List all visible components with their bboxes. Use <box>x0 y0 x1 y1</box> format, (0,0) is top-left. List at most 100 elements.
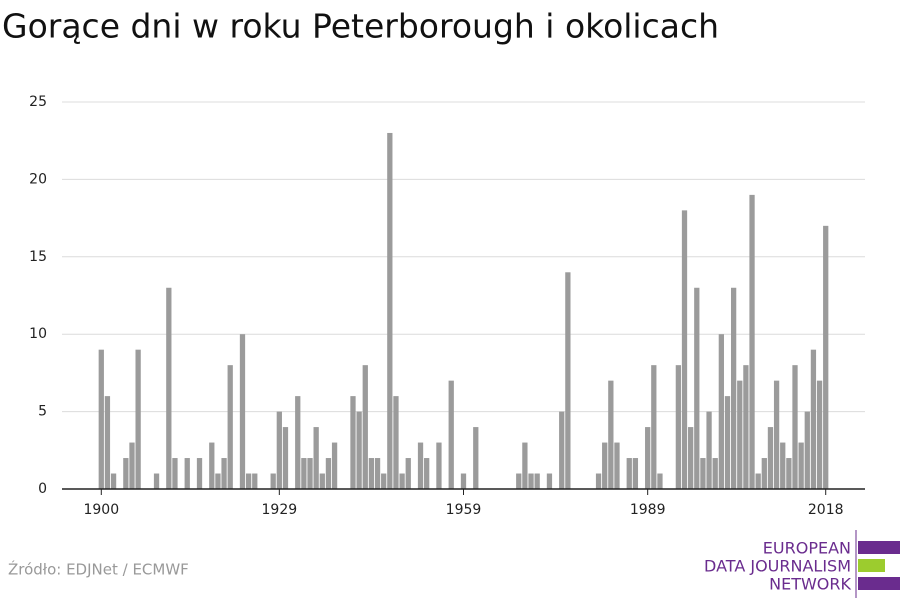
bar <box>694 287 700 489</box>
bar <box>313 427 319 489</box>
bar <box>626 458 632 489</box>
bar <box>773 380 780 489</box>
bar <box>153 473 160 489</box>
bar <box>675 365 682 489</box>
bar <box>780 442 786 489</box>
bar <box>706 411 712 489</box>
bar <box>393 396 399 489</box>
bar <box>282 427 289 489</box>
bar <box>798 442 804 489</box>
bar <box>319 473 325 489</box>
bar <box>172 458 178 489</box>
bar <box>534 473 540 489</box>
bar <box>239 334 246 489</box>
x-tick-label: 1989 <box>630 502 666 518</box>
bar <box>196 458 203 489</box>
bar <box>645 427 651 489</box>
bar <box>730 287 737 489</box>
bar <box>276 411 282 489</box>
bar <box>387 132 393 489</box>
bar <box>681 210 688 490</box>
bar <box>295 396 301 489</box>
bar <box>417 442 424 489</box>
bar <box>718 334 724 489</box>
bar <box>270 473 276 489</box>
bar <box>810 349 817 489</box>
bar <box>350 396 356 489</box>
bar <box>436 442 442 489</box>
x-tick-label: 2018 <box>808 502 844 518</box>
bar <box>405 458 411 489</box>
bar <box>657 473 663 489</box>
bar <box>823 225 829 489</box>
x-tick-label: 1959 <box>446 502 482 518</box>
bar <box>761 458 767 489</box>
bar <box>767 427 774 489</box>
bar <box>245 473 252 489</box>
x-tick-label: 1929 <box>262 502 298 518</box>
bar <box>129 442 135 489</box>
bar <box>724 396 731 489</box>
bar <box>110 473 117 489</box>
bar <box>184 458 190 489</box>
bar <box>632 458 639 489</box>
logo-bar <box>858 559 885 572</box>
bar <box>712 458 718 489</box>
y-tick-label: 25 <box>29 94 47 110</box>
bar <box>786 458 792 489</box>
logo-text: EUROPEAN <box>763 539 851 558</box>
source: Źródło: EDJNet / ECMWF <box>8 560 189 579</box>
logo-bar <box>858 541 900 554</box>
bar <box>123 458 129 489</box>
bar <box>565 272 571 489</box>
bar <box>737 380 743 489</box>
bar <box>460 473 467 489</box>
logo-bar <box>858 577 900 590</box>
bar <box>688 427 694 489</box>
bar <box>528 473 534 489</box>
y-tick-label: 5 <box>38 404 47 420</box>
bar <box>546 473 553 489</box>
y-tick-label: 0 <box>38 481 47 497</box>
bar <box>399 473 405 489</box>
bar <box>307 458 313 489</box>
bar <box>792 365 798 489</box>
bar <box>608 380 614 489</box>
bar <box>651 365 657 489</box>
bar <box>602 442 608 489</box>
bar <box>368 458 375 489</box>
bar <box>98 349 104 489</box>
bar <box>516 473 522 489</box>
bar <box>135 349 141 489</box>
bar <box>356 411 362 489</box>
y-tick-label: 10 <box>29 326 47 342</box>
bar <box>301 458 307 489</box>
y-tick-label: 15 <box>29 249 47 265</box>
bar <box>595 473 602 489</box>
bar <box>331 442 338 489</box>
bar <box>424 458 430 489</box>
bar <box>227 365 233 489</box>
bar <box>614 442 620 489</box>
bar <box>362 365 368 489</box>
bar <box>215 473 221 489</box>
bar <box>209 442 215 489</box>
bar <box>816 380 823 489</box>
bar <box>166 287 172 489</box>
bar <box>104 396 111 489</box>
bar <box>700 458 706 489</box>
chart-title: Gorące dni w roku Peterborough i okolica… <box>2 7 719 46</box>
logo: EUROPEAN DATA JOURNALISM NETWORK <box>704 530 900 598</box>
x-tick-label: 1900 <box>83 502 119 518</box>
bar <box>448 380 454 489</box>
y-tick-label: 20 <box>29 171 47 187</box>
bar <box>559 411 565 489</box>
bar <box>473 427 479 489</box>
bar <box>743 365 749 489</box>
bar <box>221 458 227 489</box>
bar <box>374 458 381 489</box>
bar <box>522 442 528 489</box>
logo-text: DATA JOURNALISM <box>704 557 851 576</box>
bar <box>755 473 761 489</box>
